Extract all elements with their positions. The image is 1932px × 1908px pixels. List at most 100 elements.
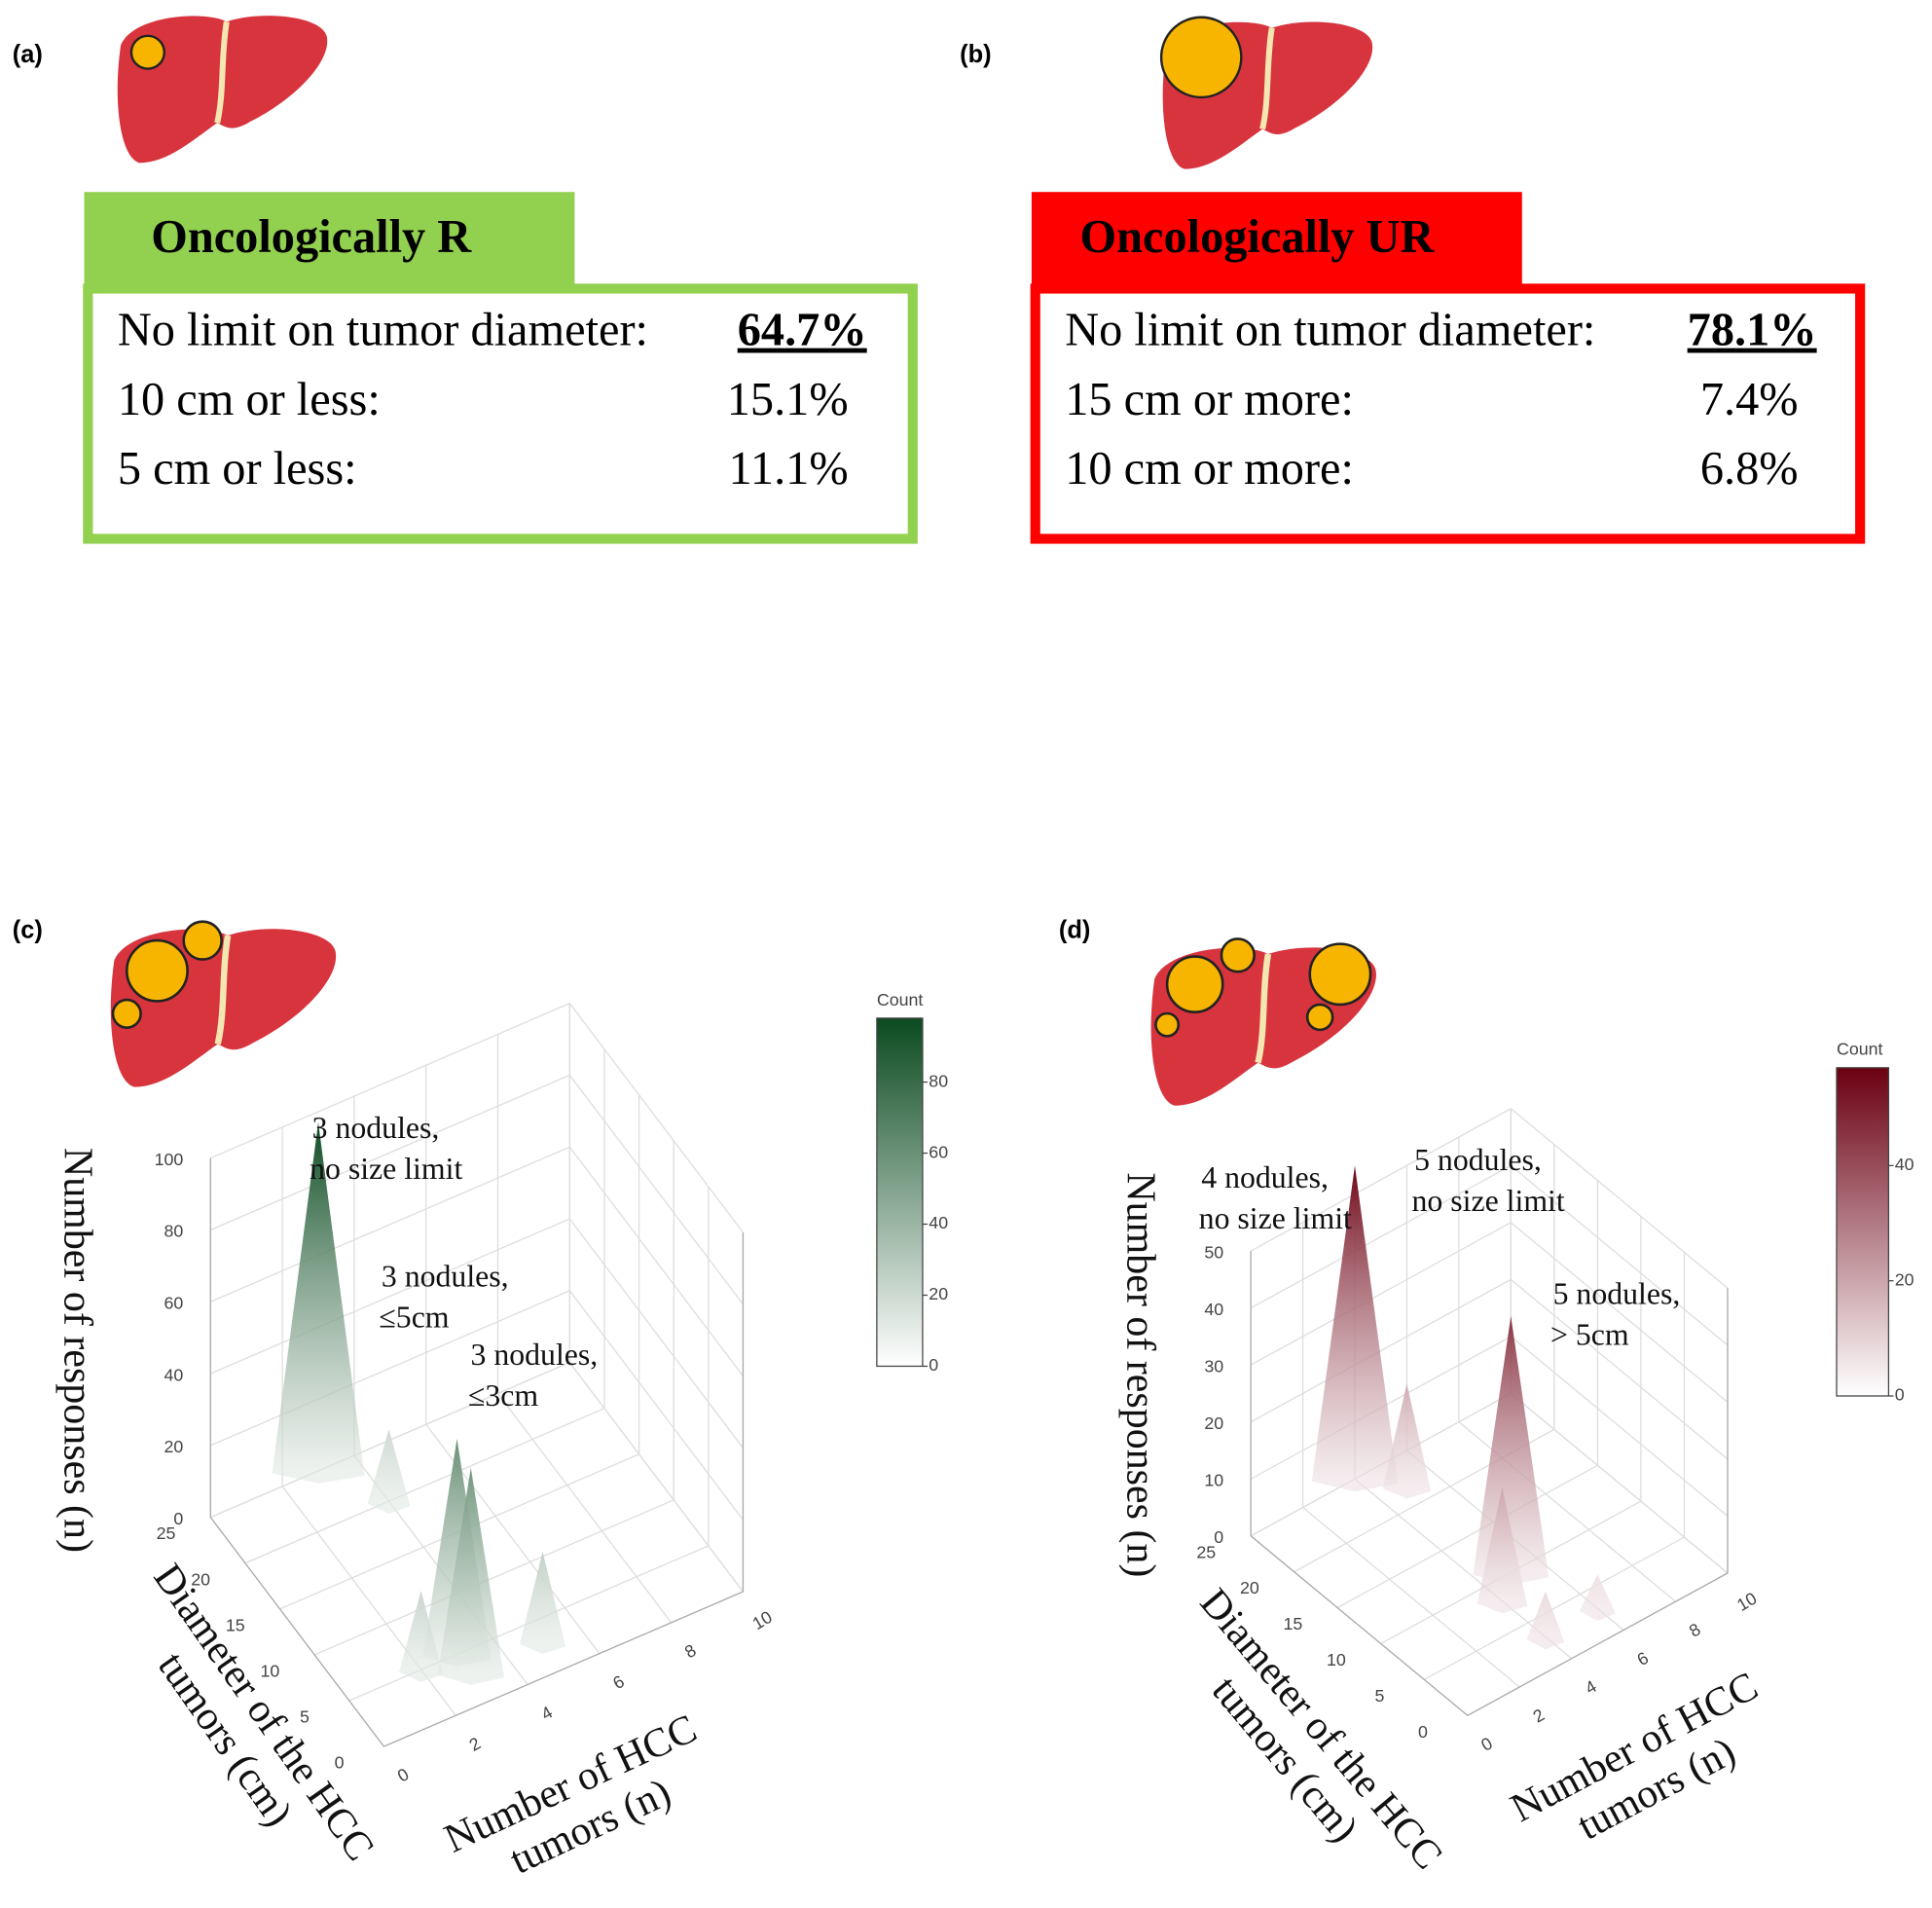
z-tick-label: 0: [173, 1509, 183, 1528]
liver-icon: [1150, 937, 1376, 1106]
z-tick-label: 40: [1204, 1300, 1223, 1319]
colorbar-tick-label: 60: [929, 1142, 948, 1161]
x-tick-label: 6: [1634, 1648, 1653, 1670]
y-tick-label: 5: [1375, 1686, 1385, 1706]
peak: [1311, 1165, 1399, 1491]
grid-line: [1423, 1252, 1686, 1680]
criteria-box: [83, 283, 918, 544]
z-tick-label: 30: [1204, 1356, 1223, 1376]
colorbar-tick-label: 80: [929, 1071, 948, 1090]
colorbar-title: Count: [877, 990, 924, 1009]
colorbar-tick-label: 0: [1895, 1385, 1905, 1405]
panel-label: (a): [13, 41, 43, 68]
colorbar-title: Count: [1837, 1040, 1883, 1059]
x-tick-label: 0: [394, 1764, 413, 1785]
peak: [1526, 1591, 1565, 1650]
criteria-box: [1030, 283, 1866, 544]
y-tick-label: 20: [1240, 1578, 1259, 1597]
x-tick-label: 10: [1733, 1589, 1760, 1615]
grid-line: [1294, 1144, 1555, 1573]
colorbar-tick-label: 40: [929, 1213, 948, 1232]
y-tick-label: 10: [260, 1661, 279, 1680]
y-tick-label: 0: [1418, 1722, 1428, 1742]
criteria-text: 10 cm or more:: [1065, 443, 1354, 495]
grid-line: [244, 1048, 605, 1564]
axis-line: [209, 1157, 745, 1747]
x-tick-label: 2: [466, 1734, 485, 1755]
peak: [367, 1429, 411, 1514]
z-tick-label: 20: [1204, 1413, 1223, 1433]
panel-label: (d): [1059, 917, 1090, 944]
annotation: no size limit: [1412, 1184, 1565, 1218]
x-tick-label: 4: [1582, 1676, 1600, 1698]
peak: [272, 1122, 365, 1484]
colorbar-tick-label: 20: [1895, 1269, 1914, 1289]
annotation: > 5cm: [1550, 1317, 1629, 1351]
criteria-value: 7.4%: [1700, 374, 1799, 425]
criteria-value: 11.1%: [729, 443, 849, 495]
criteria-value: 78.1%: [1688, 305, 1817, 356]
peak: [1382, 1383, 1432, 1499]
x-tick-label: 8: [1686, 1619, 1704, 1640]
grid-line: [1336, 1180, 1599, 1609]
grid-line: [1250, 1222, 1729, 1403]
z-tick-label: 10: [1204, 1470, 1223, 1489]
liver-icon: [117, 16, 328, 164]
x-tick-label: 10: [749, 1607, 776, 1633]
annotation: 3 nodules,: [471, 1338, 599, 1372]
colorbar: [876, 1017, 924, 1368]
liver-icon: [1159, 16, 1373, 169]
y-tick-label: 20: [191, 1569, 210, 1589]
criteria-text: 5 cm or less:: [118, 443, 357, 495]
criteria-value: 64.7%: [738, 305, 867, 356]
colorbar-tick-label: 0: [929, 1355, 938, 1375]
z-tick-label: 80: [164, 1222, 184, 1241]
annotation: ≤5cm: [379, 1301, 449, 1335]
y-tick-label: 25: [157, 1523, 176, 1543]
criteria-text: No limit on tumor diameter:: [1065, 305, 1595, 356]
y-tick-label: 15: [226, 1615, 245, 1634]
criteria-text: 10 cm or less:: [118, 374, 381, 425]
z-tick-label: 40: [164, 1365, 184, 1384]
header-box: [84, 192, 575, 289]
peak: [1579, 1574, 1616, 1622]
x-tick-label: 0: [1477, 1734, 1496, 1755]
x-tick-label: 6: [609, 1671, 628, 1693]
grid-line: [279, 1094, 640, 1610]
grid-line: [568, 1003, 744, 1593]
annotation: 4 nodules,: [1201, 1160, 1329, 1194]
z-tick-label: 20: [164, 1437, 184, 1456]
z-axis-title: Number of responses (n): [55, 1148, 100, 1553]
annotation: 3 nodules,: [312, 1111, 440, 1145]
y-tick-label: 5: [300, 1707, 310, 1727]
y-tick-label: 0: [335, 1753, 345, 1773]
annotation: no size limit: [310, 1152, 462, 1186]
header-text: Oncologically R: [151, 211, 472, 263]
x-tick-label: 8: [681, 1640, 700, 1662]
y-tick-label: 10: [1327, 1650, 1346, 1670]
z-tick-label: 50: [1204, 1242, 1223, 1262]
criteria-text: 15 cm or more:: [1065, 374, 1354, 425]
z-tick-label: 100: [155, 1150, 184, 1169]
liver-icon: [110, 920, 337, 1087]
peak: [519, 1552, 566, 1655]
criteria-text: No limit on tumor diameter:: [118, 305, 648, 356]
grid-line: [1250, 1108, 1729, 1289]
z-tick-label: 0: [1214, 1527, 1223, 1547]
header-text: Oncologically UR: [1080, 211, 1436, 263]
criteria-value: 15.1%: [727, 374, 849, 425]
panel-label: (b): [960, 41, 991, 68]
x-tick-label: 2: [1530, 1705, 1549, 1726]
panel-label: (c): [13, 917, 43, 944]
annotation: ≤3cm: [468, 1378, 538, 1413]
axis-line: [1250, 1251, 1729, 1717]
annotation: 5 nodules,: [1553, 1276, 1681, 1310]
z-axis-title: Number of responses (n): [1117, 1172, 1162, 1577]
annotation: no size limit: [1199, 1201, 1352, 1235]
content: (a) Oncologically R No limit on tumor diam…: [13, 16, 1914, 1884]
criteria-value: 6.8%: [1700, 443, 1799, 495]
colorbar-tick-label: 20: [929, 1284, 948, 1303]
z-tick-label: 60: [164, 1294, 184, 1313]
colorbar: [1836, 1067, 1890, 1397]
